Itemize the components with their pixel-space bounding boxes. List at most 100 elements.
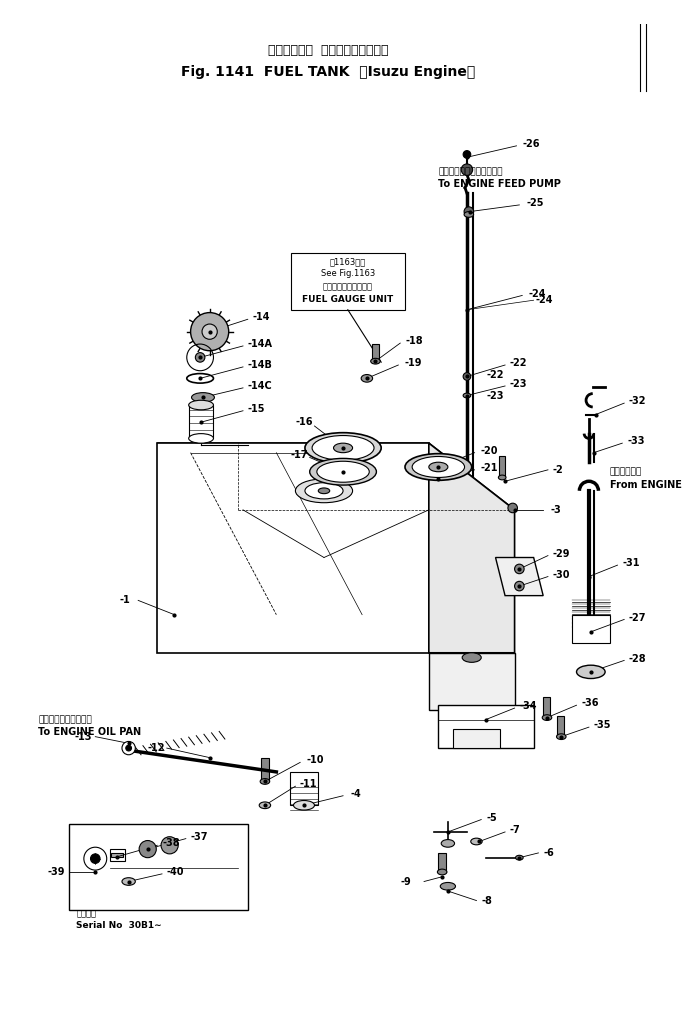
Bar: [557, 716, 564, 736]
Circle shape: [122, 741, 135, 754]
Circle shape: [202, 324, 217, 340]
Ellipse shape: [542, 715, 552, 721]
Ellipse shape: [312, 436, 374, 460]
Ellipse shape: [361, 374, 373, 382]
Ellipse shape: [405, 453, 472, 481]
Ellipse shape: [260, 779, 269, 784]
Text: -3: -3: [551, 505, 562, 515]
Ellipse shape: [463, 393, 471, 397]
Ellipse shape: [557, 734, 566, 739]
Circle shape: [461, 164, 473, 175]
Text: -14A: -14A: [248, 339, 273, 349]
Text: -13: -13: [74, 732, 92, 741]
Text: -35: -35: [594, 720, 611, 730]
Text: -1: -1: [119, 595, 130, 605]
Text: -26: -26: [522, 139, 539, 149]
Ellipse shape: [515, 855, 523, 860]
Text: -8: -8: [481, 895, 492, 906]
Ellipse shape: [192, 392, 214, 403]
Ellipse shape: [122, 878, 135, 885]
Ellipse shape: [498, 476, 506, 480]
Ellipse shape: [371, 358, 380, 364]
Ellipse shape: [305, 483, 343, 499]
Circle shape: [90, 854, 100, 863]
Ellipse shape: [438, 869, 447, 875]
Bar: [371, 344, 379, 361]
Text: From ENGINE: From ENGINE: [610, 480, 681, 490]
Ellipse shape: [441, 840, 455, 848]
Text: -6: -6: [543, 848, 554, 858]
Text: To ENGINE FEED PUMP: To ENGINE FEED PUMP: [438, 178, 562, 189]
Text: -25: -25: [526, 198, 544, 208]
Ellipse shape: [577, 665, 605, 678]
Text: -15: -15: [248, 404, 265, 414]
Circle shape: [515, 564, 524, 574]
Polygon shape: [438, 705, 534, 748]
Text: See Fig.1163: See Fig.1163: [320, 269, 375, 278]
Text: -4: -4: [351, 789, 362, 799]
Text: -11: -11: [299, 780, 317, 789]
Ellipse shape: [440, 882, 455, 890]
Text: -31: -31: [622, 559, 640, 568]
Text: -23: -23: [486, 390, 504, 401]
Text: -12: -12: [147, 743, 165, 753]
Bar: [189, 405, 214, 438]
Text: -18: -18: [406, 337, 424, 346]
Text: -17: -17: [291, 449, 308, 459]
Circle shape: [191, 312, 229, 351]
Bar: [572, 614, 610, 643]
Bar: [112, 853, 123, 857]
Text: エンジンオイルパンへ: エンジンオイルパンへ: [38, 715, 92, 724]
Text: エンジンフィードポンプへ: エンジンフィードポンプへ: [438, 167, 503, 176]
Ellipse shape: [189, 434, 214, 443]
Text: -30: -30: [553, 570, 570, 580]
Bar: [453, 729, 500, 748]
Ellipse shape: [318, 488, 330, 494]
Polygon shape: [69, 824, 248, 911]
Text: -9: -9: [400, 876, 411, 886]
Text: -33: -33: [627, 436, 644, 446]
Text: -14C: -14C: [248, 381, 273, 391]
Circle shape: [139, 841, 156, 858]
Circle shape: [508, 503, 517, 513]
Ellipse shape: [259, 802, 271, 808]
Text: -20: -20: [480, 446, 497, 455]
Bar: [110, 849, 125, 861]
Text: -24: -24: [529, 289, 546, 298]
Ellipse shape: [333, 443, 353, 452]
Text: フェルゲージユニット: フェルゲージユニット: [323, 282, 373, 291]
Text: -14B: -14B: [248, 360, 273, 370]
Text: -27: -27: [629, 612, 646, 623]
Text: エンジンから: エンジンから: [610, 467, 642, 477]
Ellipse shape: [429, 462, 448, 472]
Text: -21: -21: [480, 463, 497, 473]
Text: -38: -38: [162, 839, 180, 849]
Ellipse shape: [317, 461, 369, 483]
Text: -10: -10: [307, 755, 325, 766]
Text: -32: -32: [629, 396, 646, 407]
Text: -14: -14: [253, 312, 270, 322]
Bar: [438, 853, 446, 872]
Text: FUEL GAUGE UNIT: FUEL GAUGE UNIT: [302, 295, 393, 304]
Ellipse shape: [296, 479, 353, 503]
Circle shape: [161, 837, 178, 854]
Circle shape: [196, 353, 205, 362]
Text: -19: -19: [404, 358, 422, 368]
Ellipse shape: [294, 800, 314, 810]
Circle shape: [463, 372, 471, 380]
Ellipse shape: [462, 653, 481, 662]
Text: -37: -37: [191, 831, 208, 842]
Ellipse shape: [310, 458, 376, 485]
Text: 適用番号: 適用番号: [76, 910, 96, 919]
Text: -34: -34: [520, 701, 537, 711]
Text: -2: -2: [553, 464, 564, 475]
Bar: [289, 772, 318, 805]
Text: -22: -22: [486, 369, 504, 379]
Text: -36: -36: [582, 699, 599, 709]
Text: -29: -29: [553, 549, 570, 559]
Polygon shape: [429, 653, 515, 710]
Text: -16: -16: [296, 417, 313, 427]
Bar: [291, 252, 405, 309]
Polygon shape: [429, 443, 515, 653]
Ellipse shape: [464, 212, 473, 217]
